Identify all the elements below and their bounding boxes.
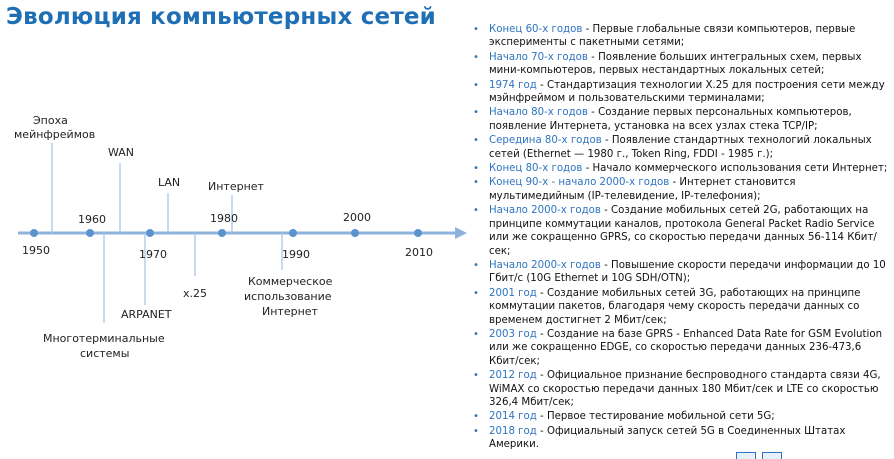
- year-label-1950: 1950: [22, 244, 50, 257]
- bullet-icon: •: [473, 259, 479, 271]
- event-text: - Повышение скорости передачи информации…: [489, 259, 886, 285]
- bullet-icon: •: [473, 163, 479, 175]
- label-multiterminal-line1: Многотерминальные: [43, 332, 165, 345]
- list-item: • Начало 80-х годов - Создание первых пер…: [470, 106, 890, 133]
- bullet-icon: •: [473, 107, 479, 119]
- event-text: - Начало коммерческого использования сет…: [582, 163, 888, 175]
- event-text: - Создание первых персональных компьютер…: [489, 107, 852, 132]
- label-mainframes-line1: Эпоха: [33, 114, 68, 127]
- page-title: Эволюция компьютерных сетей: [6, 4, 436, 30]
- events-list: • Конец 60-х годов - Первые глобальные св…: [470, 23, 890, 453]
- list-item: • 2003 год - Создание на базе GPRS - Enha…: [470, 328, 890, 368]
- label-commercial-line3: Интернет: [262, 305, 319, 318]
- bullet-icon: •: [473, 51, 479, 63]
- label-internet: Интернет: [208, 180, 265, 193]
- year-dot-1990: [289, 229, 297, 237]
- event-date: 2014 год: [489, 411, 537, 423]
- event-date: 2012 год: [489, 370, 537, 382]
- event-date: Начало 2000-х годов: [489, 205, 601, 217]
- list-item: • Конец 80-х годов - Начало коммерческого…: [470, 162, 890, 175]
- label-mainframes-line2: мейнфреймов: [14, 128, 95, 141]
- list-item: • 2014 год - Первое тестирование мобильно…: [470, 410, 890, 423]
- bullet-icon: •: [473, 425, 479, 437]
- event-text: - Создание на базе GPRS - Enhanced Data …: [489, 328, 883, 367]
- prev-slide-button[interactable]: [736, 452, 756, 459]
- bullet-icon: •: [473, 135, 479, 147]
- bullet-icon: •: [473, 370, 479, 382]
- event-text: - Первое тестирование мобильной сети 5G;: [536, 411, 775, 423]
- event-date: Начало 70-х годов: [489, 51, 588, 63]
- event-date: 2001 год: [489, 287, 537, 299]
- year-label-1960: 1960: [78, 213, 106, 226]
- list-item: • Начало 2000-х годов - Создание мобильны…: [470, 204, 890, 258]
- year-dot-1970: [146, 229, 154, 237]
- list-item: • Начало 2000-х годов - Повышение скорост…: [470, 259, 890, 286]
- year-dot-1980: [218, 229, 226, 237]
- bullet-icon: •: [473, 79, 479, 91]
- year-dot-2010: [414, 229, 422, 237]
- label-x25: x.25: [183, 287, 207, 300]
- year-dot-1950: [30, 229, 38, 237]
- bullet-icon: •: [473, 177, 479, 189]
- list-item: • 2001 год - Создание мобильных сетей 3G,…: [470, 287, 890, 327]
- year-label-1980: 1980: [210, 212, 238, 225]
- event-text: - Интернет становится мультимедийным (IP…: [489, 177, 796, 202]
- event-text: - Появление стандартных технологий локал…: [489, 135, 872, 160]
- bullet-icon: •: [473, 328, 479, 340]
- event-text: - Первые глобальные связи компьютеров, п…: [489, 24, 856, 49]
- bullet-icon: •: [473, 24, 479, 35]
- year-label-1970: 1970: [139, 248, 167, 261]
- timeline-arrow: [455, 227, 467, 239]
- event-text: - Создание мобильных сетей 3G, работающи…: [489, 287, 861, 326]
- list-item: • 1974 год - Стандартизация технологии X.…: [470, 79, 890, 106]
- list-item: • Начало 70-х годов - Появление больших и…: [470, 51, 890, 78]
- label-commercial-line2: использование: [244, 290, 332, 303]
- event-text: - Создание мобильных сетей 2G, работающи…: [489, 205, 877, 257]
- label-wan: WAN: [108, 146, 134, 159]
- event-text: - Официальный запуск сетей 5G в Соединен…: [489, 425, 846, 451]
- list-item: • Конец 90-х - начало 2000-х годов - Инте…: [470, 176, 890, 203]
- event-date: Начало 2000-х годов: [489, 259, 601, 271]
- year-label-1990: 1990: [282, 248, 310, 261]
- label-arpanet: ARPANET: [121, 308, 172, 321]
- timeline-diagram: 1950 1960 1970 1980 1990 2000 2010 Эпоха…: [14, 114, 467, 360]
- bullet-icon: •: [473, 287, 479, 299]
- year-label-2000: 2000: [343, 211, 371, 224]
- bullet-icon: •: [473, 205, 479, 217]
- event-date: Середина 80-х годов: [489, 135, 602, 147]
- year-dot-2000: [351, 229, 359, 237]
- event-text: - Стандартизация технологии X.25 для пос…: [489, 79, 885, 105]
- event-date: Начало 80-х годов: [489, 107, 588, 119]
- event-text: - Официальное признание беспроводного ст…: [489, 370, 881, 408]
- event-text: - Появление больших интегральных схем, п…: [489, 51, 862, 77]
- next-slide-button[interactable]: [762, 452, 782, 459]
- event-date: 2018 год: [489, 425, 537, 437]
- label-multiterminal-line2: системы: [80, 347, 129, 360]
- list-item: • Середина 80-х годов - Появление стандар…: [470, 134, 890, 161]
- event-date: 2003 год: [489, 328, 537, 340]
- year-dot-1960: [86, 229, 94, 237]
- list-item: • 2018 год - Официальный запуск сетей 5G …: [470, 425, 890, 452]
- year-label-2010: 2010: [405, 246, 433, 259]
- list-item: • 2012 год - Официальное признание беспро…: [470, 369, 890, 409]
- bullet-icon: •: [473, 411, 479, 423]
- label-lan: LAN: [158, 176, 180, 189]
- event-date: Конец 80-х годов: [489, 163, 583, 175]
- label-commercial-line1: Коммерческое: [248, 275, 333, 288]
- event-date: Конец 60-х годов: [489, 24, 583, 35]
- event-date: 1974 год: [489, 79, 537, 91]
- event-date: Конец 90-х - начало 2000-х годов: [489, 177, 670, 189]
- list-item: • Конец 60-х годов - Первые глобальные св…: [470, 23, 890, 50]
